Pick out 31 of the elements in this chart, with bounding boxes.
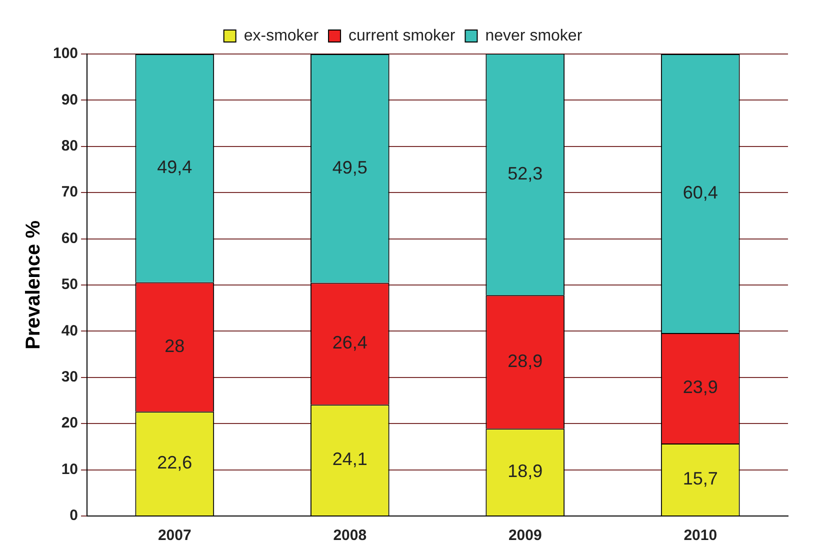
- data-label: 18,9: [508, 461, 543, 482]
- x-tick-label: 2007: [158, 527, 192, 544]
- data-label: 49,4: [157, 157, 192, 178]
- y-tick-label: 90: [61, 91, 78, 108]
- y-tick-label: 100: [52, 45, 78, 62]
- data-label: 28,9: [508, 350, 543, 371]
- legend-label: ex-smoker: [244, 27, 320, 44]
- y-axis-title: Prevalence %: [22, 220, 45, 350]
- y-tick-label: 0: [70, 507, 78, 524]
- y-tick-label: 30: [61, 368, 78, 386]
- y-tick-label: 60: [61, 230, 78, 247]
- data-label: 15,7: [682, 468, 718, 488]
- x-tick-label: 2009: [508, 527, 542, 544]
- data-label: 52,3: [508, 163, 543, 184]
- data-label: 28: [164, 336, 185, 356]
- data-label: 22,6: [157, 452, 192, 473]
- data-label: 26,4: [332, 332, 368, 353]
- x-tick-label: 2008: [333, 527, 367, 544]
- y-tick-label: 50: [61, 276, 78, 294]
- y-tick-label: 20: [61, 414, 78, 432]
- x-tick-label: 2010: [684, 527, 718, 544]
- y-tick-label: 10: [61, 460, 78, 478]
- legend-label: current smoker: [348, 27, 456, 44]
- data-label: 24,1: [332, 449, 368, 470]
- legend-label: never smoker: [485, 27, 583, 44]
- data-label: 60,4: [682, 182, 718, 202]
- y-tick-label: 70: [61, 184, 78, 201]
- y-tick-label: 40: [61, 322, 78, 340]
- data-label: 23,9: [682, 377, 718, 398]
- y-tick-label: 80: [61, 138, 78, 155]
- data-label: 49,5: [332, 157, 368, 178]
